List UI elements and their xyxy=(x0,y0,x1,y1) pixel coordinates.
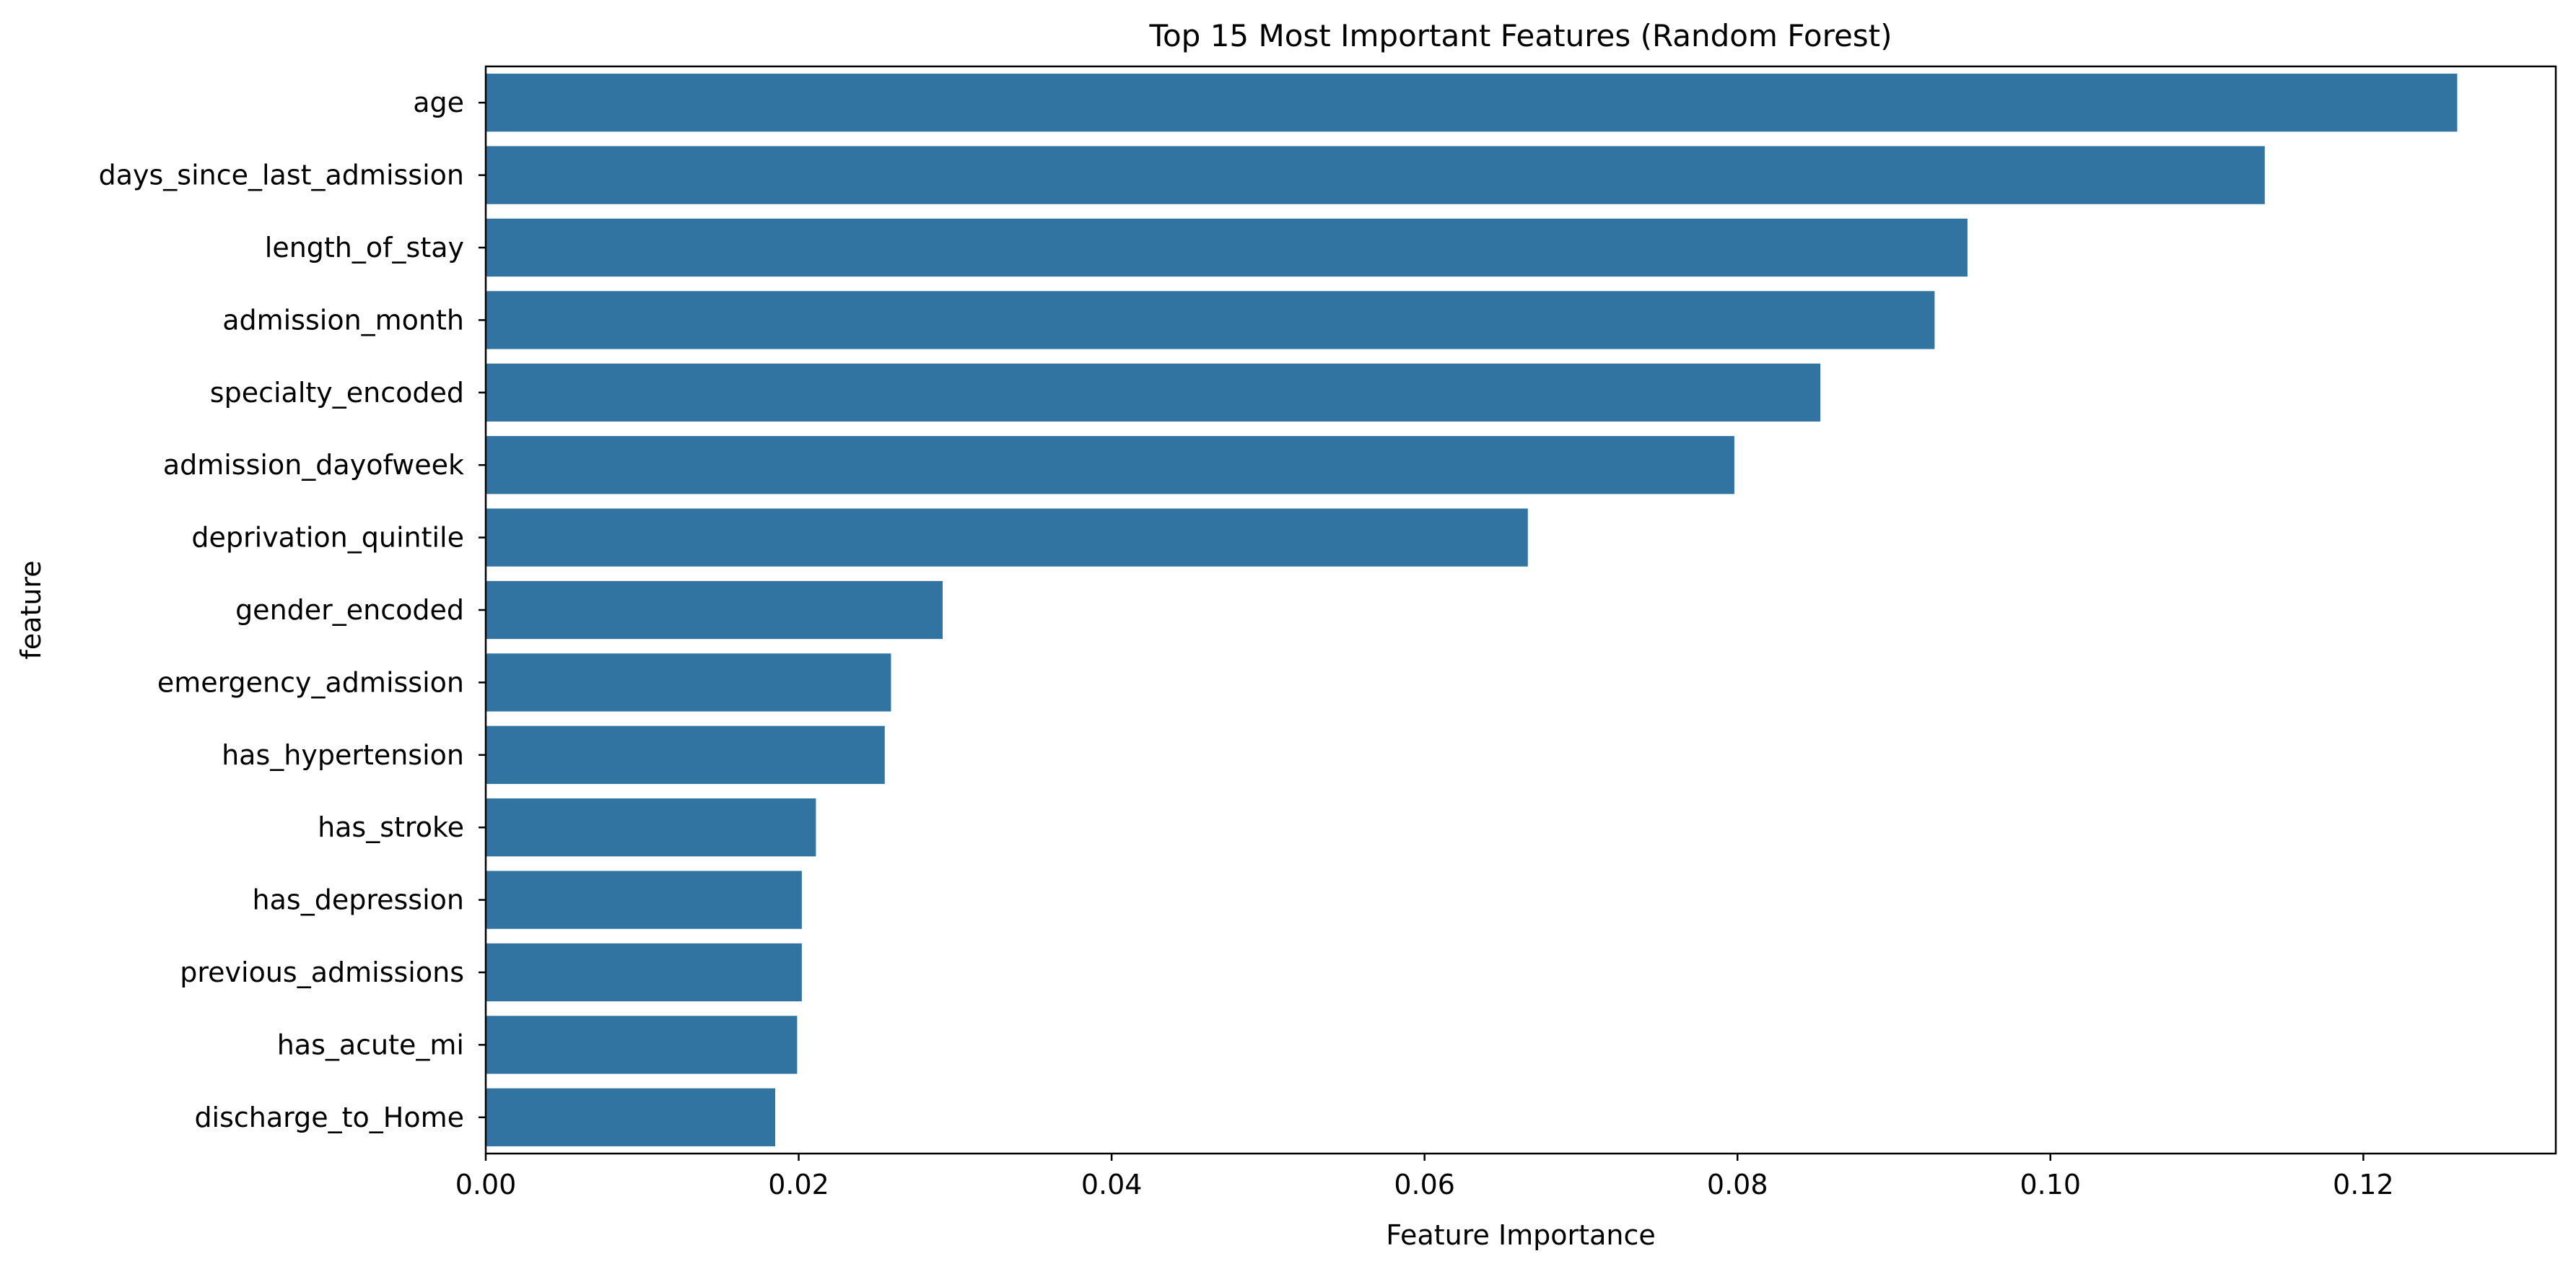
bar-has_stroke xyxy=(486,798,816,857)
y-tick-label: has_acute_mi xyxy=(277,1029,464,1060)
bar-length_of_stay xyxy=(486,218,1968,277)
bar-gender_encoded xyxy=(486,580,943,640)
y-tick-label: has_stroke xyxy=(318,811,464,843)
bar-emergency_admission xyxy=(486,653,891,712)
bar-age xyxy=(486,74,2458,132)
y-tick-label: gender_encoded xyxy=(235,594,464,626)
x-axis-label: Feature Importance xyxy=(1386,1219,1655,1251)
y-tick-label: days_since_last_admission xyxy=(99,160,464,191)
y-axis-label: feature xyxy=(15,560,47,659)
x-tick-label: 0.06 xyxy=(1394,1169,1455,1200)
bar-previous_admissions xyxy=(486,943,802,1002)
bar-admission_dayofweek xyxy=(486,436,1734,494)
bar-specialty_encoded xyxy=(486,363,1821,422)
bar-discharge_to_Home xyxy=(486,1088,776,1146)
plot-frame xyxy=(484,65,2557,1155)
y-tick-label: previous_admissions xyxy=(180,956,464,988)
y-axis-ticks: age days_since_last_admission length_of_st… xyxy=(99,87,486,1133)
x-tick-label: 0.02 xyxy=(768,1169,829,1200)
y-tick-label: deprivation_quintile xyxy=(191,522,464,554)
chart-title: Top 15 Most Important Features (Random F… xyxy=(1148,18,1892,53)
y-tick-label: admission_month xyxy=(222,304,464,336)
bar-has_hypertension xyxy=(486,725,885,784)
bar-days_since_last_admission xyxy=(486,146,2265,204)
y-tick-label: length_of_stay xyxy=(265,232,464,263)
bar-deprivation_quintile xyxy=(486,508,1528,567)
bar-admission_month xyxy=(486,291,1935,349)
x-tick-label: 0.00 xyxy=(455,1169,517,1200)
bars-layer xyxy=(486,74,2458,1146)
y-tick-label: specialty_encoded xyxy=(210,377,464,409)
y-tick-label: emergency_admission xyxy=(157,666,464,698)
y-tick-label: has_hypertension xyxy=(222,739,464,771)
bar-has_depression xyxy=(486,871,802,929)
y-tick-label: age xyxy=(413,87,464,118)
y-tick-label: discharge_to_Home xyxy=(194,1102,464,1133)
x-axis-ticks: 0.00 0.02 0.04 0.06 0.08 0.10 0.12 xyxy=(455,1154,2394,1200)
x-tick-label: 0.10 xyxy=(2020,1169,2081,1200)
x-tick-label: 0.04 xyxy=(1081,1169,1143,1200)
x-tick-label: 0.08 xyxy=(1707,1169,1768,1200)
bar-has_acute_mi xyxy=(486,1016,798,1074)
y-tick-label: admission_dayofweek xyxy=(163,449,464,481)
x-tick-label: 0.12 xyxy=(2333,1169,2394,1200)
y-tick-label: has_depression xyxy=(253,884,464,916)
